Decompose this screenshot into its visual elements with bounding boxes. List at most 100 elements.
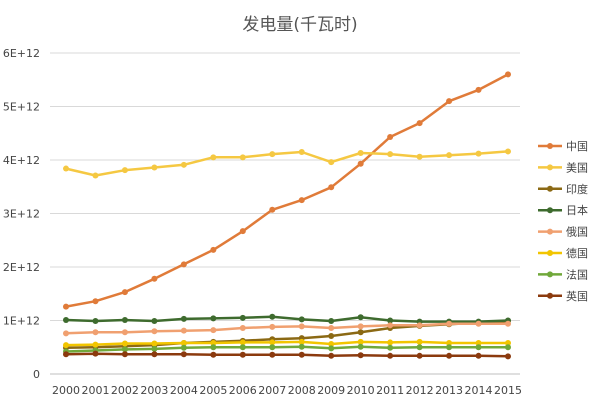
data-point: [416, 120, 423, 127]
x-tick-label: 2002: [111, 384, 139, 397]
data-point: [446, 320, 453, 327]
data-point: [63, 342, 69, 349]
series-line: [65, 150, 509, 177]
series-line: [65, 345, 508, 353]
legend-swatch-marker: [547, 143, 553, 149]
legend-label: 日本: [566, 203, 588, 217]
series-1: [63, 71, 511, 310]
data-point: [63, 351, 69, 358]
data-point: [505, 353, 511, 360]
data-point: [269, 351, 276, 358]
x-tick-label: 2004: [170, 384, 198, 397]
y-tick-label: 4E+12: [3, 154, 40, 167]
legend-item: 俄国: [538, 226, 588, 239]
data-point: [269, 151, 276, 158]
x-tick-label: 2003: [140, 384, 168, 397]
data-point: [121, 316, 128, 323]
legend-item: 印度: [538, 182, 588, 196]
data-point: [328, 324, 335, 331]
data-point: [475, 320, 482, 327]
data-point: [180, 315, 187, 322]
legend-label: 法国: [566, 267, 588, 281]
legend-item: 日本: [538, 203, 588, 217]
legend-item: 英国: [538, 289, 588, 303]
data-point: [180, 339, 187, 346]
x-tick-label: 2010: [347, 384, 375, 397]
data-point: [180, 161, 187, 168]
data-point: [121, 351, 128, 358]
data-point: [387, 339, 394, 346]
data-point: [63, 303, 69, 310]
data-point: [357, 343, 364, 350]
data-point: [269, 206, 276, 213]
data-point: [239, 314, 246, 321]
data-point: [357, 329, 364, 336]
data-point: [151, 164, 158, 171]
data-point: [121, 167, 128, 174]
data-point: [387, 133, 394, 140]
data-point: [475, 344, 482, 351]
data-point: [475, 86, 482, 93]
data-point: [92, 341, 99, 348]
data-point: [121, 340, 128, 347]
data-point: [269, 323, 276, 330]
data-point: [121, 329, 128, 336]
legend-swatch-marker: [547, 250, 553, 256]
data-point: [416, 153, 423, 160]
data-point: [239, 324, 246, 331]
data-point: [151, 345, 158, 352]
data-point: [92, 172, 99, 179]
data-point: [446, 344, 453, 351]
data-point: [239, 228, 246, 235]
data-point: [210, 154, 217, 161]
data-point: [357, 352, 364, 359]
data-point: [298, 316, 305, 323]
series-line: [65, 315, 509, 323]
data-point: [298, 338, 305, 345]
data-point: [121, 289, 128, 296]
data-point: [328, 318, 335, 325]
data-point: [92, 350, 99, 357]
data-point: [92, 329, 99, 336]
data-point: [63, 316, 69, 323]
series-2: [63, 148, 511, 179]
data-point: [357, 323, 364, 330]
legend-label: 美国: [566, 161, 588, 174]
data-point: [475, 352, 482, 359]
series-layer: [63, 71, 511, 360]
data-point: [210, 246, 217, 253]
legend-swatch-marker: [547, 207, 553, 214]
series-5: [63, 320, 511, 337]
data-point: [446, 339, 453, 346]
data-point: [357, 314, 364, 321]
data-point: [475, 339, 482, 346]
series-6: [63, 338, 511, 349]
series-line: [65, 73, 509, 308]
x-tick-label: 2013: [435, 384, 463, 397]
data-point: [416, 352, 423, 359]
data-point: [505, 339, 511, 346]
y-tick-label: 3E+12: [3, 208, 40, 221]
x-tick-label: 2007: [258, 384, 286, 397]
data-point: [269, 313, 276, 320]
data-point: [151, 340, 158, 347]
data-point: [505, 344, 511, 351]
legend-label: 德国: [566, 246, 588, 260]
data-point: [298, 343, 305, 350]
data-point: [357, 338, 364, 345]
data-point: [387, 322, 394, 329]
data-point: [387, 151, 394, 158]
data-point: [180, 344, 187, 351]
data-point: [328, 341, 335, 348]
legend-label: 中国: [566, 140, 588, 153]
legend-swatch-marker: [547, 292, 553, 299]
data-point: [357, 160, 364, 167]
data-point: [387, 317, 394, 324]
data-point: [505, 320, 511, 327]
data-point: [151, 328, 158, 335]
data-point: [328, 333, 335, 340]
data-point: [298, 323, 305, 330]
legend-label: 俄国: [566, 226, 588, 239]
